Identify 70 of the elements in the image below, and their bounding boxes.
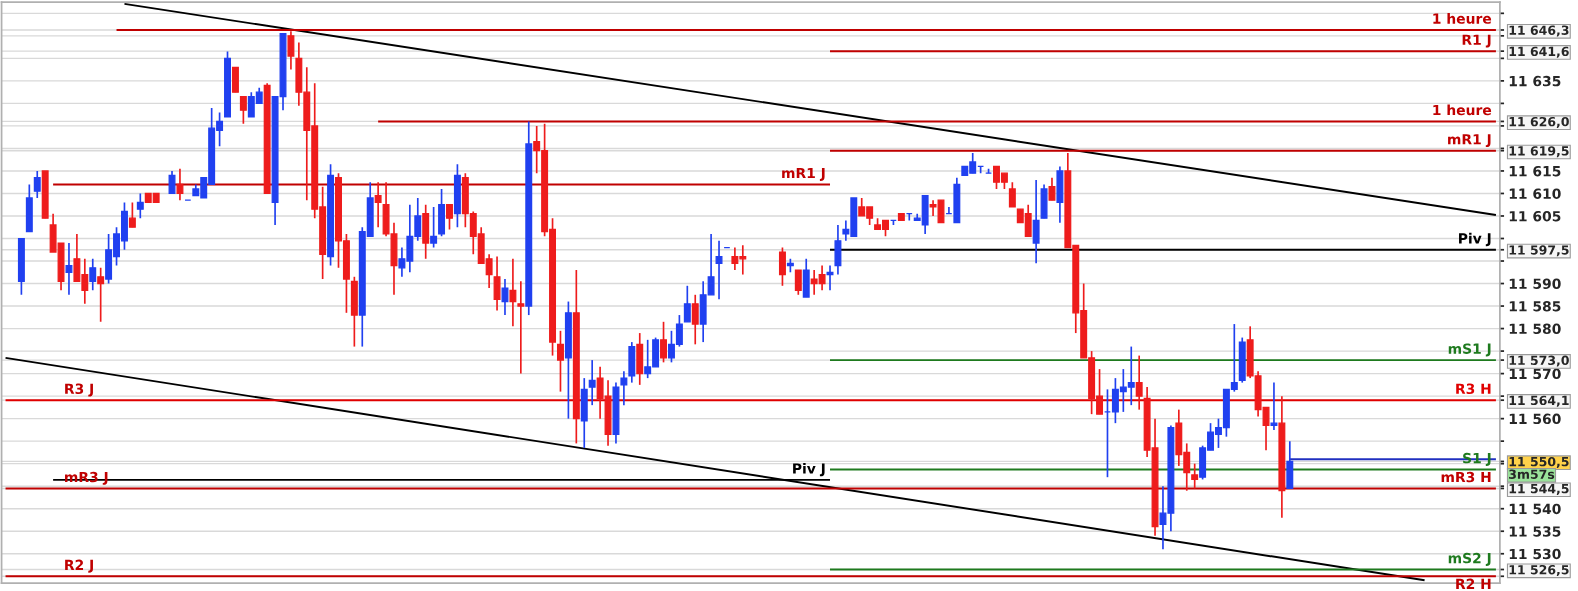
y-tick-label: 11 550,5 bbox=[1509, 456, 1569, 468]
y-tick-label: 11 526,5 bbox=[1509, 564, 1569, 577]
candlestick bbox=[1032, 179, 1040, 265]
candlestick bbox=[509, 257, 517, 328]
y-tick-label: 11 560 bbox=[1509, 413, 1561, 425]
candlestick bbox=[128, 201, 136, 229]
y-tick-label: 11 573,0 bbox=[1509, 355, 1569, 367]
candlestick bbox=[620, 370, 628, 406]
candlestick bbox=[176, 167, 184, 202]
candlestick bbox=[501, 278, 509, 316]
y-tick-label: 11 646,3 bbox=[1509, 25, 1569, 37]
series-label: mR3 H bbox=[1441, 471, 1491, 483]
candlestick bbox=[493, 255, 501, 312]
text: 3m57s bbox=[1509, 469, 1555, 479]
y-tick-label: 11 585 bbox=[1509, 301, 1561, 312]
candlestick bbox=[1135, 354, 1143, 411]
candlestick bbox=[239, 95, 247, 125]
series-label: mR1 J bbox=[782, 167, 825, 181]
candlestick bbox=[1270, 381, 1278, 431]
candlestick bbox=[826, 264, 834, 292]
y-tick-label: 11 626,0 bbox=[1509, 116, 1569, 128]
annotation: R3 J bbox=[65, 383, 93, 397]
candlestick bbox=[446, 203, 453, 231]
y-tick-label: 11 615 bbox=[1509, 165, 1561, 177]
candlestick bbox=[715, 239, 723, 301]
candlestick bbox=[168, 170, 176, 195]
y-tick-label: 11 605 bbox=[1509, 210, 1561, 222]
y-tick-label: 11 530 bbox=[1509, 548, 1561, 560]
y-tick-label: 11 580 bbox=[1509, 323, 1561, 335]
annotation: R2 J bbox=[65, 559, 93, 573]
y-tick-label: 11 590 bbox=[1509, 278, 1561, 290]
candlestick bbox=[136, 192, 144, 220]
series-label: 1 heure bbox=[1433, 13, 1492, 24]
y-tick-label: 11 564,1 bbox=[1509, 395, 1569, 407]
candlestick bbox=[33, 170, 41, 199]
series-label: R2 H bbox=[1456, 578, 1491, 589]
candlestick bbox=[97, 266, 105, 323]
candlestick bbox=[374, 181, 382, 229]
y-tick-label: 11 610 bbox=[1509, 188, 1561, 199]
candlestick bbox=[794, 269, 802, 296]
series-label: mR1 J bbox=[1448, 134, 1491, 148]
candlestick bbox=[517, 280, 525, 375]
candlestick bbox=[660, 320, 668, 364]
candlestick bbox=[1008, 181, 1016, 208]
y-tick-label: 11 535 bbox=[1509, 526, 1561, 537]
series-label: R1 J bbox=[1462, 34, 1491, 48]
candlestick bbox=[588, 359, 596, 406]
candlestick bbox=[89, 257, 97, 292]
series-label: Piv J bbox=[1459, 232, 1491, 247]
series-label: mS1 J bbox=[1448, 343, 1491, 357]
y-tick-label: 11 597,5 bbox=[1509, 245, 1569, 257]
candlestick bbox=[683, 284, 691, 323]
series-label: 1 heure bbox=[1433, 104, 1492, 116]
y-tick-label: 11 635 bbox=[1509, 75, 1561, 87]
candlestick bbox=[65, 242, 73, 296]
candlestick bbox=[430, 206, 438, 249]
y-tick-label: 11 641,6 bbox=[1509, 46, 1569, 58]
y-tick-label: 11 540 bbox=[1509, 503, 1561, 515]
y-tick-label: 11 619,5 bbox=[1509, 146, 1569, 158]
candlestick bbox=[1191, 462, 1199, 490]
y-tick-label: 11 570 bbox=[1509, 368, 1561, 380]
series-label: Piv J bbox=[793, 462, 825, 477]
candlestick bbox=[556, 329, 564, 393]
series-label: R3 H bbox=[1456, 383, 1491, 395]
candlestick bbox=[1048, 176, 1056, 202]
candlestick bbox=[691, 293, 699, 346]
series-label: mS2 J bbox=[1448, 552, 1491, 566]
y-tick-label: 11 544,5 bbox=[1509, 484, 1569, 495]
candlestick bbox=[778, 246, 786, 287]
candlestick bbox=[287, 30, 295, 71]
